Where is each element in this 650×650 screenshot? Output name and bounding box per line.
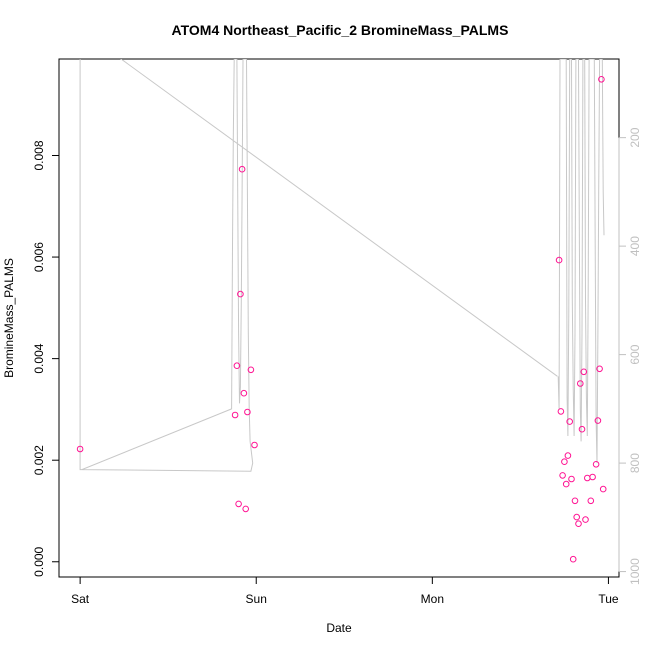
data-point xyxy=(564,452,572,459)
y-right-tick-label: 800 xyxy=(628,453,642,473)
plot-frame xyxy=(58,58,620,578)
plot-border xyxy=(58,58,620,578)
data-point xyxy=(233,362,241,370)
y-right-tick-label: 200 xyxy=(628,127,642,147)
data-point xyxy=(555,256,563,264)
y-axis: 0.000 0.002 0.004 0.006 0.008 xyxy=(32,140,60,577)
data-point xyxy=(589,473,596,481)
data-point xyxy=(231,411,239,419)
x-tick-label: Sat xyxy=(71,592,90,606)
data-point xyxy=(568,475,575,483)
data-point xyxy=(242,505,249,513)
x-tick-label: Mon xyxy=(421,592,444,606)
data-point xyxy=(557,408,565,415)
chart-title: ATOM4 Northeast_Pacific_2 BromineMass_PA… xyxy=(172,22,509,38)
data-point xyxy=(562,480,570,488)
data-point xyxy=(598,76,605,83)
series-line-spikes xyxy=(557,59,605,464)
y-tick-label: 0.006 xyxy=(32,242,46,272)
data-point xyxy=(592,461,600,468)
x-axis-label: Date xyxy=(326,621,352,635)
data-point xyxy=(235,500,242,508)
data-point xyxy=(237,290,244,298)
y-right-tick-label: 400 xyxy=(628,236,642,256)
data-point xyxy=(596,365,603,373)
y-tick-label: 0.004 xyxy=(32,343,46,373)
data-point xyxy=(577,380,584,387)
data-point xyxy=(569,555,577,563)
data-point xyxy=(580,368,588,376)
y-tick-label: 0.002 xyxy=(32,445,46,475)
data-point xyxy=(238,165,246,173)
y-tick-label: 0.000 xyxy=(32,546,46,576)
data-point xyxy=(561,458,568,466)
series-line xyxy=(79,59,558,472)
data-point xyxy=(566,418,574,425)
data-point xyxy=(251,441,258,449)
data-point xyxy=(582,516,589,523)
data-point xyxy=(575,520,582,528)
x-axis: Sat Sun Mon Tue xyxy=(71,576,619,606)
x-tick-label: Tue xyxy=(598,592,619,606)
x-tick-label: Sun xyxy=(246,592,267,606)
point-layer xyxy=(76,76,607,563)
data-point xyxy=(247,366,255,374)
data-point xyxy=(599,485,607,493)
data-point xyxy=(559,472,566,479)
y-axis-right: 200 400 600 800 1000 xyxy=(618,127,642,585)
data-point xyxy=(578,425,586,433)
data-point xyxy=(587,497,595,505)
y-right-tick-label: 1000 xyxy=(628,558,642,585)
data-point xyxy=(571,497,579,505)
line-layer xyxy=(79,59,605,472)
y-tick-label: 0.008 xyxy=(32,140,46,170)
data-point xyxy=(76,445,84,453)
data-point xyxy=(584,474,591,482)
data-point xyxy=(244,408,251,416)
data-point xyxy=(594,417,602,424)
y-right-tick-label: 600 xyxy=(628,344,642,364)
y-axis-label: BromineMass_PALMS xyxy=(2,258,16,378)
data-point xyxy=(573,513,581,521)
data-point xyxy=(240,389,248,397)
